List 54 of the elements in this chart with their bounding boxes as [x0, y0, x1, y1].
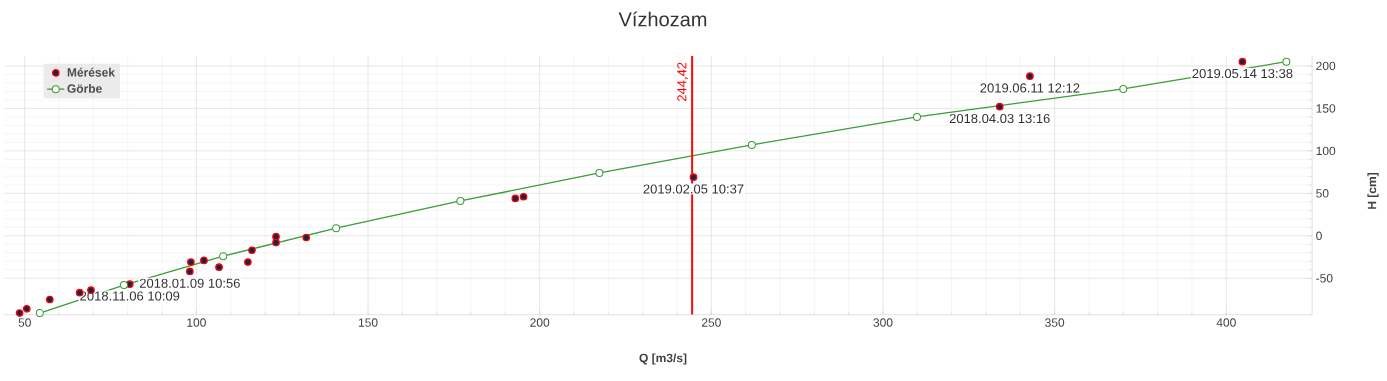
legend-label: Mérések	[67, 67, 115, 77]
point	[215, 263, 223, 272]
point	[248, 246, 256, 255]
point	[511, 194, 520, 203]
point	[15, 309, 24, 317]
x-tick-label: 150	[358, 318, 378, 327]
point	[22, 304, 31, 313]
point	[119, 281, 128, 290]
point	[187, 258, 195, 266]
point	[747, 140, 756, 149]
point	[219, 252, 228, 261]
point	[272, 238, 280, 247]
annotation: 2019.05.14 13:38	[1192, 68, 1293, 79]
point	[272, 232, 280, 241]
point	[995, 102, 1004, 111]
point	[1282, 57, 1291, 66]
point	[1119, 84, 1128, 93]
point	[456, 196, 465, 205]
annotation: 2019.06.11 12:12	[980, 83, 1080, 93]
ref-line-label: 244,42	[677, 62, 688, 102]
x-tick-label: 100	[187, 318, 206, 327]
point	[45, 295, 54, 304]
x-tick-label: 250	[701, 318, 721, 327]
y-tick-label: 150	[1316, 104, 1336, 113]
point	[912, 112, 921, 121]
y-tick-label: 100	[1316, 146, 1336, 156]
x-tick-label: 200	[530, 318, 550, 327]
point	[595, 168, 604, 177]
point	[35, 309, 44, 318]
legend-label: Görbe	[67, 84, 102, 93]
y-axis-title: H [cm]	[1367, 173, 1379, 209]
y-tick-label: 0	[1316, 231, 1322, 241]
point	[186, 267, 194, 276]
annotation: 2019.02.05 10:37	[643, 184, 744, 194]
annotation: 2018.01.09 10:56	[139, 278, 240, 288]
annotation: 2018.04.03 13:16	[949, 113, 1050, 124]
point	[519, 192, 528, 201]
point	[302, 233, 311, 242]
x-tick-label: 300	[873, 318, 893, 327]
y-tick-label: 200	[1316, 61, 1336, 71]
point	[332, 224, 341, 233]
point	[200, 256, 208, 265]
point	[244, 258, 252, 266]
point	[1026, 72, 1034, 80]
point	[1238, 57, 1247, 66]
chart-title: Vízhozam	[618, 11, 707, 27]
annotation: 2018.11.06 10:09	[80, 291, 180, 301]
x-tick-label: 400	[1216, 318, 1236, 327]
x-axis-title: Q [m3/s]	[639, 353, 687, 365]
y-tick-label: -50	[1316, 274, 1333, 283]
x-tick-label: 350	[1045, 318, 1065, 327]
x-tick-label: 50	[18, 318, 31, 327]
y-tick-label: 50	[1316, 189, 1329, 198]
point	[689, 173, 698, 182]
